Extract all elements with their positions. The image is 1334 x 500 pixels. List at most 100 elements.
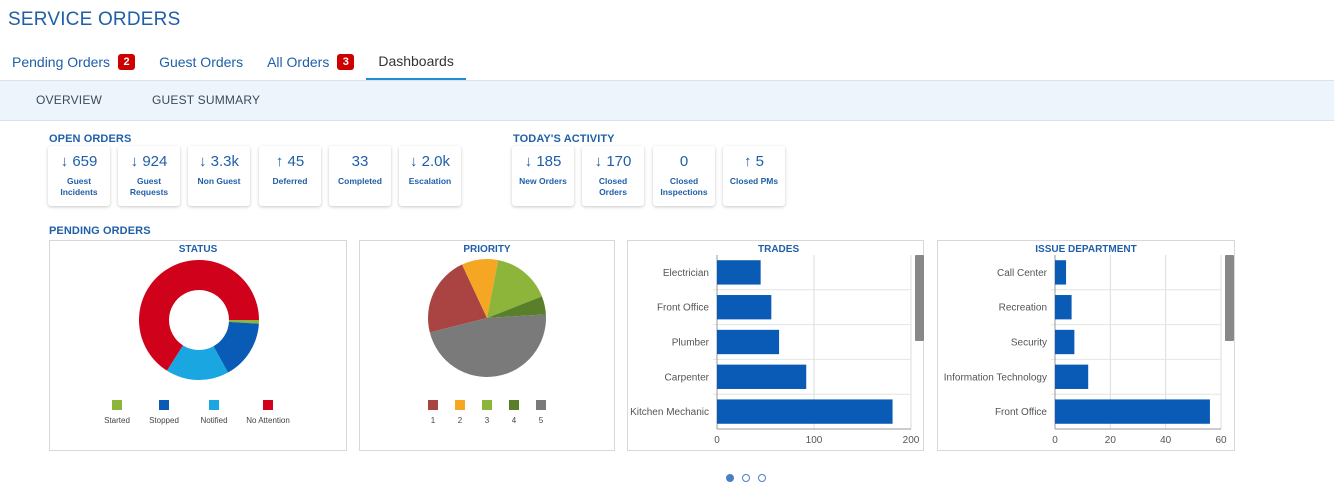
- kpi-value: 45: [287, 153, 305, 170]
- trend-arrow-icon: ↓: [594, 153, 607, 170]
- kpi-value: 170: [606, 153, 632, 170]
- kpi-value: 0: [679, 153, 689, 170]
- category-label: Front Office: [657, 303, 709, 314]
- page-dot[interactable]: [726, 474, 734, 482]
- kpi-closed-pms[interactable]: ↑ 5 Closed PMs: [723, 146, 785, 206]
- tab-label: Pending Orders: [12, 54, 111, 70]
- trend-arrow-icon: ↓: [60, 153, 73, 170]
- page-title: SERVICE ORDERS: [8, 9, 181, 30]
- legend-label: 3: [485, 416, 490, 425]
- legend-swatch: [263, 400, 273, 410]
- pie-slice: [213, 321, 259, 373]
- kpi-new-orders[interactable]: ↓ 185 New Orders: [512, 146, 574, 206]
- kpi-non-guest[interactable]: ↓ 3.3k Non Guest: [188, 146, 250, 206]
- category-label: Electrician: [663, 268, 709, 279]
- pie-slice: [487, 296, 546, 318]
- trend-arrow-icon: ↓: [409, 153, 422, 170]
- legend-swatch: [536, 400, 546, 410]
- kpi-guest-requests[interactable]: ↓ 924 Guest Requests: [118, 146, 180, 206]
- kpi-label: Non Guest: [197, 176, 241, 186]
- kpi-value: 185: [536, 153, 562, 170]
- legend-label: 2: [458, 416, 463, 425]
- kpi-label: Closed Orders: [598, 176, 628, 197]
- tab-label: Dashboards: [378, 53, 454, 69]
- status-chart-card: STATUS Started Stopped Notified No Attentio…: [49, 240, 347, 451]
- pie-slice: [139, 260, 259, 371]
- main-tabs: Pending Orders 2 Guest Orders All Orders…: [0, 44, 466, 80]
- kpi-label: Closed Inspections: [660, 176, 708, 197]
- tick-label: 0: [714, 435, 720, 446]
- bar: [717, 260, 761, 285]
- bar: [717, 364, 807, 389]
- chart-scrollbar[interactable]: [915, 255, 924, 341]
- legend-swatch: [482, 400, 492, 410]
- tab-all-orders[interactable]: All Orders 3: [255, 44, 366, 80]
- count-badge: 3: [337, 54, 355, 70]
- tab-pending-orders[interactable]: Pending Orders 2: [0, 44, 147, 80]
- category-label: Security: [1011, 338, 1047, 349]
- kpi-deferred[interactable]: ↑ 45 Deferred: [259, 146, 321, 206]
- legend-label: No Attention: [246, 416, 290, 425]
- tab-guest-orders[interactable]: Guest Orders: [147, 44, 255, 80]
- tick-label: 0: [1052, 435, 1058, 446]
- trend-arrow-icon: ↑: [743, 153, 756, 170]
- kpi-escalation[interactable]: ↓ 2.0k Escalation: [399, 146, 461, 206]
- trend-arrow-icon: ↓: [130, 153, 143, 170]
- kpi-closed-inspections[interactable]: 0 Closed Inspections: [653, 146, 715, 206]
- legend-swatch: [209, 400, 219, 410]
- kpi-closed-orders[interactable]: ↓ 170 Closed Orders: [582, 146, 644, 206]
- legend-label: Notified: [200, 416, 227, 425]
- category-label: Kitchen Mechanic: [630, 407, 709, 418]
- category-label: Call Center: [997, 268, 1048, 279]
- kpi-value: 924: [142, 153, 168, 170]
- kpi-value: 5: [755, 153, 764, 170]
- count-badge: 2: [118, 54, 136, 70]
- tab-label: All Orders: [267, 54, 330, 70]
- kpi-value: 2.0k: [421, 153, 451, 170]
- kpi-value: 33: [351, 153, 369, 170]
- legend-label: 1: [431, 416, 436, 425]
- legend-swatch: [509, 400, 519, 410]
- category-label: Information Technology: [944, 372, 1047, 383]
- tick-label: 40: [1160, 435, 1172, 446]
- kpi-label: Escalation: [408, 176, 452, 186]
- dashboard-pager: [726, 474, 766, 482]
- kpi-label: Completed: [338, 176, 382, 186]
- kpi-label: Guest Requests: [129, 176, 169, 197]
- tab-dashboards[interactable]: Dashboards: [366, 44, 466, 80]
- subtab-guest-summary[interactable]: GUEST SUMMARY: [152, 93, 261, 107]
- bar: [1055, 260, 1067, 285]
- status-donut-chart: Started Stopped Notified No Attention: [104, 260, 290, 425]
- pending-orders-heading: PENDING ORDERS: [49, 225, 151, 237]
- kpi-value: 3.3k: [210, 153, 240, 170]
- issue-department-bar-chart: 0 20 40 60 Call Center Recreation Security Info…: [944, 255, 1227, 446]
- category-label: Plumber: [672, 338, 710, 349]
- bar: [1055, 295, 1072, 320]
- page-dot[interactable]: [758, 474, 766, 482]
- page-dot[interactable]: [742, 474, 750, 482]
- bar: [1055, 364, 1089, 389]
- bar: [717, 329, 780, 355]
- priority-pie-chart: 1 2 3 4 5: [428, 259, 546, 425]
- bar: [717, 399, 893, 424]
- chart-title: TRADES: [758, 244, 800, 255]
- pie-slice: [428, 264, 487, 333]
- priority-chart-card: PRIORITY 1 2 3 4 5: [359, 240, 615, 451]
- subtab-overview[interactable]: OVERVIEW: [36, 93, 103, 107]
- chart-title: PRIORITY: [463, 244, 511, 255]
- trend-arrow-icon: ↓: [524, 153, 537, 170]
- legend-swatch: [112, 400, 122, 410]
- kpi-label: Closed PMs: [729, 176, 779, 186]
- trend-arrow-icon: ↑: [275, 153, 288, 170]
- legend-swatch: [428, 400, 438, 410]
- chart-scrollbar[interactable]: [1225, 255, 1234, 341]
- kpi-label: Deferred: [272, 176, 308, 186]
- pie-slice: [487, 260, 542, 318]
- dashboard-subnav: OVERVIEW GUEST SUMMARY: [0, 80, 1334, 121]
- category-label: Front Office: [995, 407, 1047, 418]
- trades-chart-card: TRADES 0 100 200 Electrician Front Office Plu…: [627, 240, 924, 451]
- kpi-completed[interactable]: 33 Completed: [329, 146, 391, 206]
- kpi-guest-incidents[interactable]: ↓ 659 Guest Incidents: [48, 146, 110, 206]
- legend-label: 4: [512, 416, 517, 425]
- bar: [1055, 399, 1210, 424]
